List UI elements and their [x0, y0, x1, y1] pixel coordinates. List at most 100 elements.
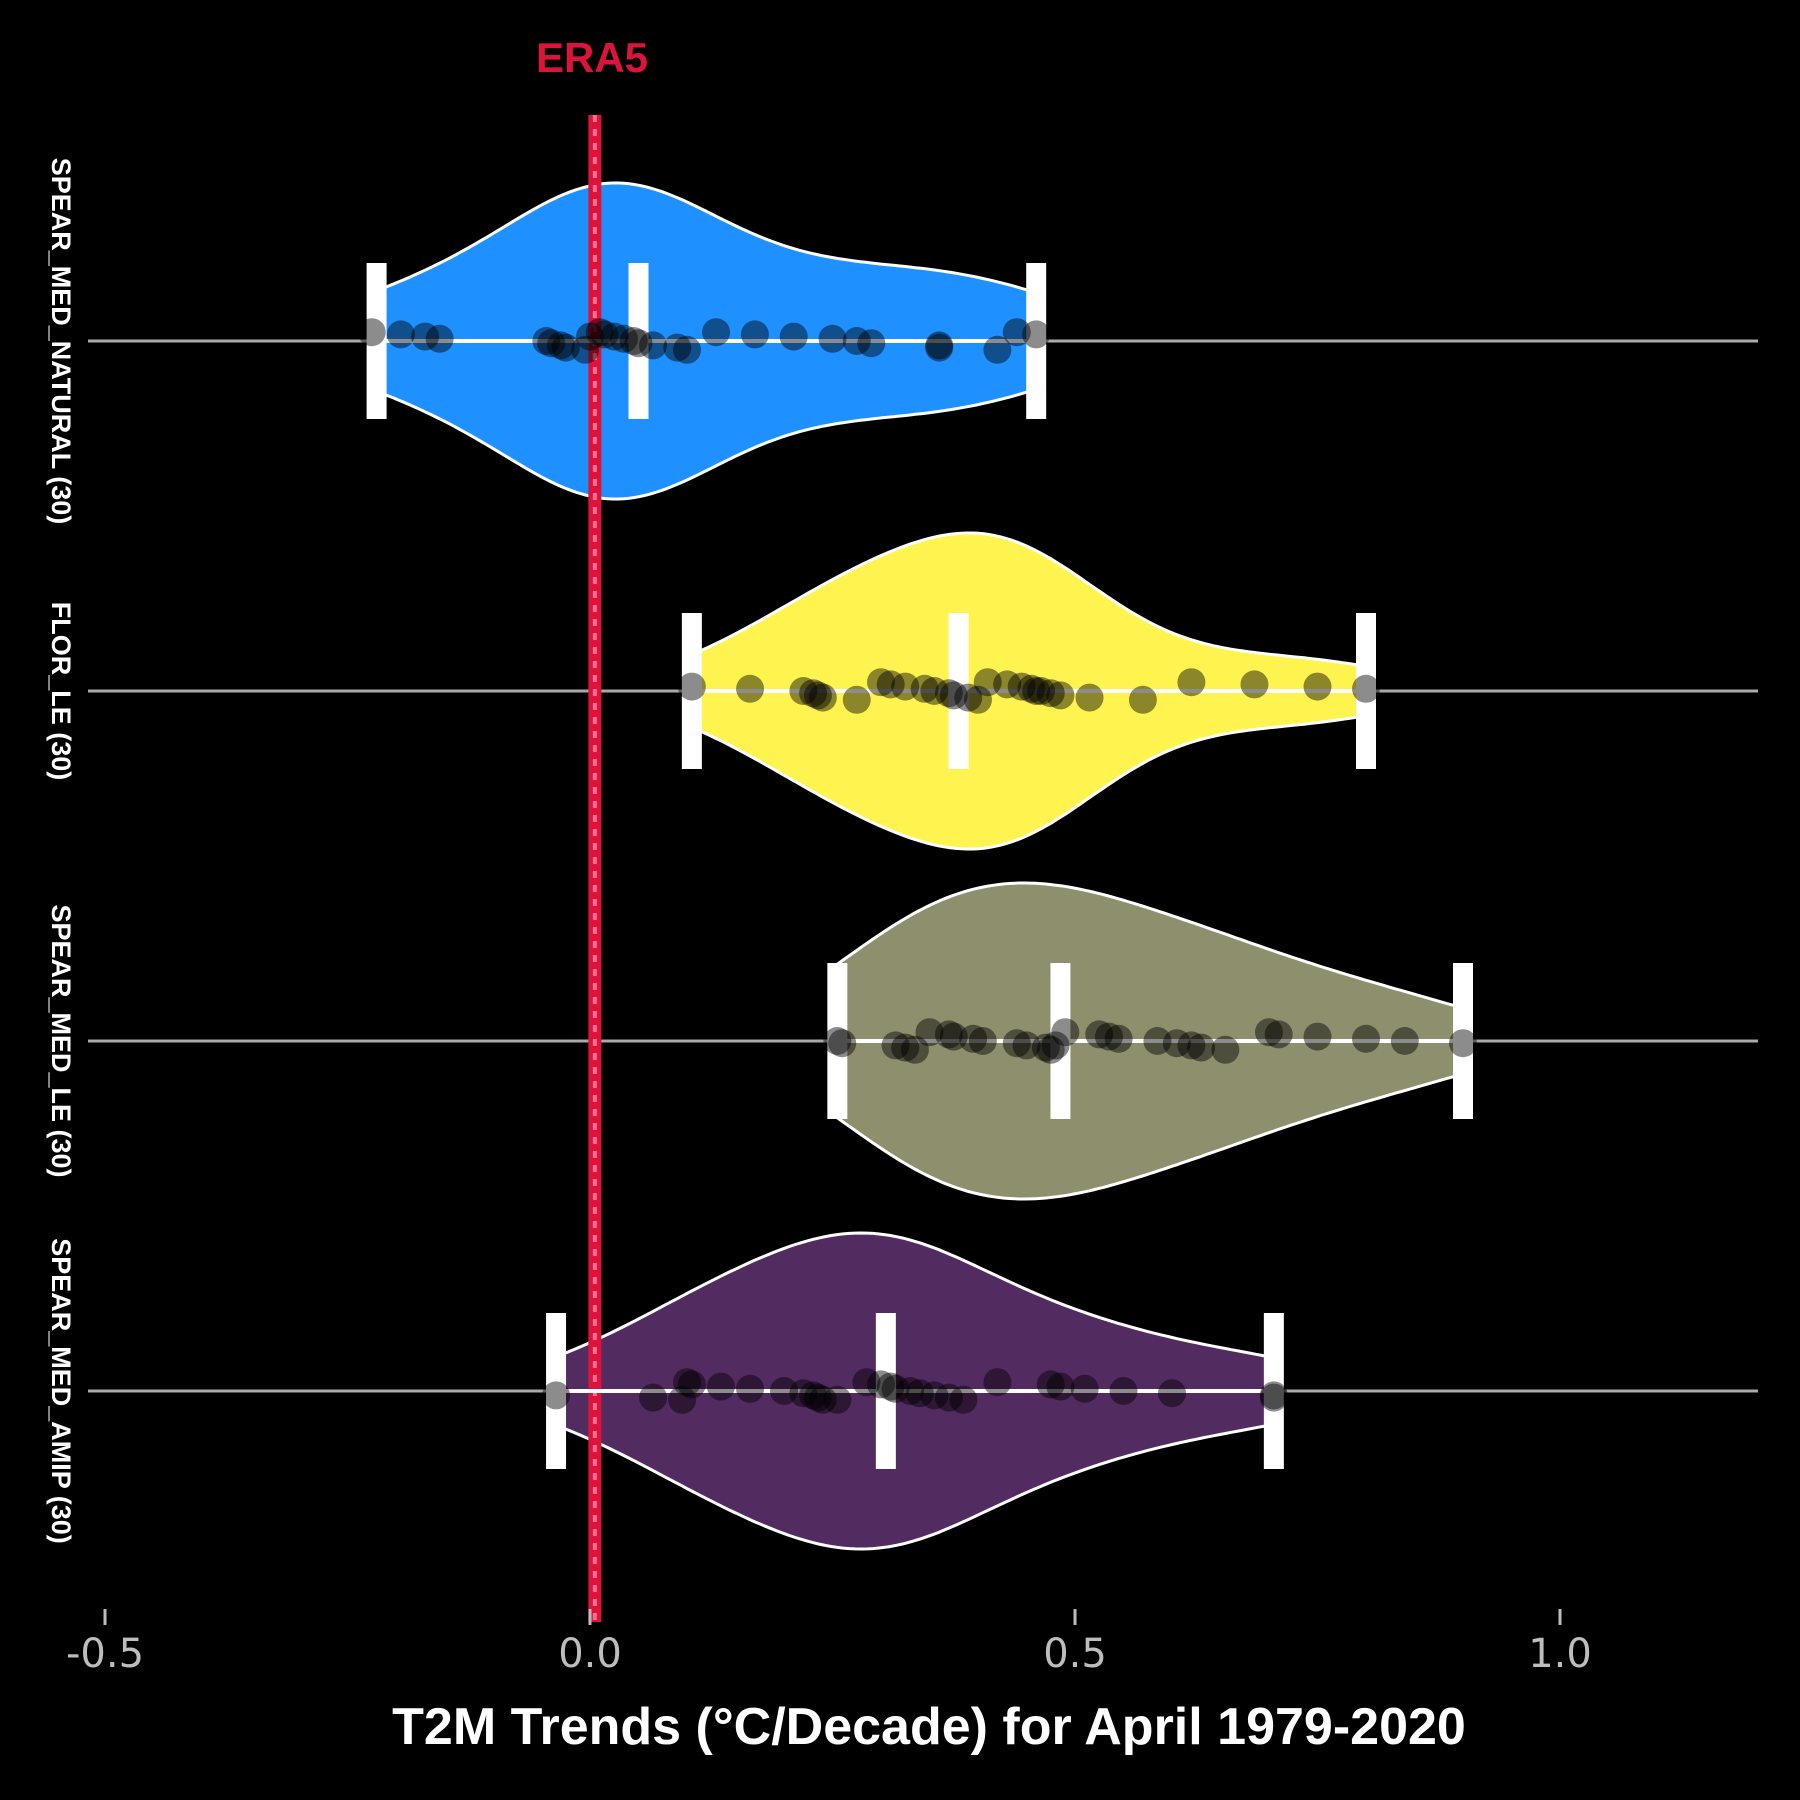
data-point [1390, 1027, 1419, 1055]
data-point [842, 685, 871, 714]
data-point [639, 331, 668, 360]
data-point [799, 1381, 828, 1410]
data-point [1002, 318, 1031, 347]
data-point [993, 670, 1022, 699]
data-point [1187, 1033, 1216, 1062]
data-point [867, 668, 895, 697]
data-point [1094, 1022, 1123, 1051]
data-point [799, 679, 828, 708]
data-point [1162, 1029, 1191, 1058]
data-point [1352, 1024, 1380, 1053]
data-point [925, 333, 954, 362]
max-marker [1356, 613, 1376, 769]
data-point [1017, 674, 1046, 703]
data-point [532, 327, 561, 355]
data-point [1177, 1031, 1206, 1060]
data-point [673, 335, 701, 364]
data-point [939, 1022, 968, 1051]
x-tick-label: 0.5 [1043, 1631, 1107, 1677]
data-point [983, 335, 1012, 364]
data-point [934, 1383, 963, 1412]
data-point [891, 1033, 920, 1062]
category-label: SPEAR_MED_NATURAL (30) [46, 158, 76, 525]
max-marker [1453, 963, 1473, 1119]
data-point [852, 1368, 881, 1397]
data-point [1036, 1370, 1065, 1399]
data-points [357, 318, 1477, 1414]
data-point [770, 1377, 798, 1405]
data-point [1036, 679, 1065, 708]
x-axis-label: T2M Trends (°C/Decade) for April 1979-20… [392, 1698, 1466, 1756]
data-point [779, 322, 808, 351]
data-point [939, 681, 968, 710]
max-marker [1026, 263, 1047, 419]
data-point [803, 681, 832, 710]
data-point [1104, 1024, 1133, 1053]
data-point [1303, 1022, 1332, 1051]
data-point [905, 1379, 934, 1408]
category-label: SPEAR_MED_AMIP (30) [46, 1238, 76, 1544]
data-point [823, 1027, 852, 1055]
data-point [411, 322, 440, 351]
data-point [542, 1381, 571, 1410]
category-label: FLOR_LE (30) [46, 602, 76, 781]
min-marker [546, 1313, 567, 1469]
data-point [1255, 1018, 1283, 1047]
data-point [915, 1018, 944, 1047]
data-point [920, 677, 949, 705]
data-point [357, 318, 386, 347]
data-point [1259, 1381, 1288, 1410]
data-point [1075, 683, 1104, 712]
data-point [1177, 668, 1206, 697]
category-lines [88, 339, 1758, 1393]
data-point [1128, 685, 1157, 714]
range-markers [366, 263, 1473, 1469]
data-point [576, 322, 604, 351]
data-point [1352, 674, 1380, 703]
data-point [881, 1031, 910, 1060]
data-point [881, 1374, 910, 1403]
data-point [920, 1381, 949, 1410]
data-point [1041, 1031, 1070, 1060]
data-point [1158, 1379, 1186, 1408]
data-point [702, 318, 731, 347]
data-point [706, 1372, 735, 1401]
data-point [818, 324, 847, 353]
data-point [673, 1368, 701, 1397]
data-point [740, 320, 769, 349]
data-point [973, 668, 1002, 697]
x-axis: -0.5 0.0 0.5 1.0 [66, 1609, 1592, 1677]
data-point [1036, 1035, 1065, 1064]
median-marker [875, 1313, 896, 1469]
data-point [949, 1385, 978, 1414]
data-point [537, 329, 566, 358]
data-point [1022, 320, 1051, 349]
data-point [876, 670, 905, 699]
data-point [571, 335, 600, 364]
data-point [1143, 1027, 1172, 1055]
min-marker [366, 263, 387, 419]
min-marker [681, 613, 702, 769]
data-point [639, 1383, 668, 1412]
data-point [842, 327, 871, 355]
data-point [736, 674, 765, 703]
data-point [1264, 1020, 1293, 1049]
data-point [1449, 1029, 1477, 1058]
data-point [1259, 1383, 1288, 1412]
median-marker [1050, 963, 1071, 1119]
data-point [1240, 670, 1269, 699]
data-point [677, 1370, 706, 1399]
data-point [910, 674, 939, 703]
data-point [590, 320, 619, 349]
data-point [891, 672, 920, 701]
data-point [546, 331, 575, 360]
data-point [551, 333, 580, 362]
data-point [959, 1024, 988, 1053]
data-point [876, 1372, 905, 1401]
category-labels: SPEAR_MED_NATURAL (30) FLOR_LE (30) SPEAR_… [46, 158, 76, 1544]
data-point [600, 322, 629, 351]
x-tick-label: 0.0 [558, 1631, 622, 1677]
reference-line-label: ERA5 [536, 34, 648, 81]
data-point [934, 679, 963, 708]
